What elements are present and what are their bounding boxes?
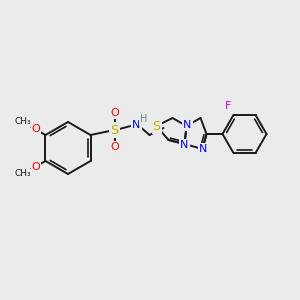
Text: O: O bbox=[110, 142, 119, 152]
Text: CH₃: CH₃ bbox=[15, 118, 31, 127]
Text: S: S bbox=[152, 119, 160, 133]
Text: O: O bbox=[32, 124, 40, 134]
Text: O: O bbox=[32, 161, 40, 172]
Text: N: N bbox=[180, 140, 189, 150]
Text: S: S bbox=[110, 124, 119, 136]
Text: O: O bbox=[110, 108, 119, 118]
Text: F: F bbox=[225, 101, 232, 111]
Text: N: N bbox=[132, 120, 141, 130]
Text: N: N bbox=[183, 120, 192, 130]
Text: CH₃: CH₃ bbox=[15, 169, 31, 178]
Text: H: H bbox=[140, 114, 147, 124]
Text: N: N bbox=[199, 144, 208, 154]
